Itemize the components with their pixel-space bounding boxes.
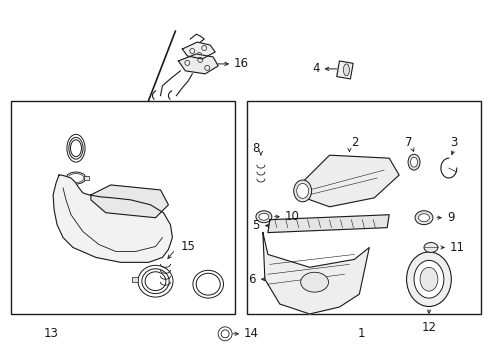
- Text: 3: 3: [450, 136, 458, 149]
- Text: 7: 7: [405, 136, 413, 149]
- Polygon shape: [91, 185, 169, 218]
- Ellipse shape: [408, 154, 420, 170]
- Text: 5: 5: [252, 219, 260, 232]
- Text: 14: 14: [244, 327, 259, 340]
- Ellipse shape: [414, 260, 444, 298]
- Bar: [84, 176, 89, 180]
- Ellipse shape: [415, 211, 433, 225]
- Text: 13: 13: [44, 327, 58, 340]
- Bar: [337, 61, 353, 79]
- Ellipse shape: [259, 213, 269, 220]
- Text: 11: 11: [450, 241, 465, 254]
- Text: 12: 12: [421, 321, 437, 334]
- Polygon shape: [178, 54, 218, 74]
- Text: 16: 16: [234, 57, 249, 71]
- Polygon shape: [268, 215, 389, 233]
- Text: 1: 1: [358, 327, 365, 340]
- Bar: [247, 100, 481, 314]
- Polygon shape: [300, 155, 399, 207]
- Bar: [132, 277, 138, 282]
- Ellipse shape: [407, 252, 451, 306]
- Ellipse shape: [297, 184, 309, 198]
- Ellipse shape: [411, 157, 417, 167]
- Text: 9: 9: [447, 211, 454, 224]
- Ellipse shape: [418, 214, 429, 222]
- Text: 8: 8: [252, 142, 260, 155]
- Text: 15: 15: [180, 240, 195, 253]
- Text: 6: 6: [248, 273, 256, 286]
- Polygon shape: [263, 233, 369, 314]
- Ellipse shape: [256, 211, 272, 223]
- Bar: [11, 100, 235, 314]
- Polygon shape: [53, 175, 172, 262]
- Text: 4: 4: [312, 62, 319, 75]
- Ellipse shape: [343, 64, 349, 76]
- Ellipse shape: [420, 267, 438, 291]
- Ellipse shape: [301, 272, 328, 292]
- Text: 2: 2: [351, 136, 358, 149]
- Text: 10: 10: [285, 210, 300, 223]
- Polygon shape: [182, 42, 215, 59]
- Ellipse shape: [294, 180, 312, 202]
- Ellipse shape: [424, 243, 438, 252]
